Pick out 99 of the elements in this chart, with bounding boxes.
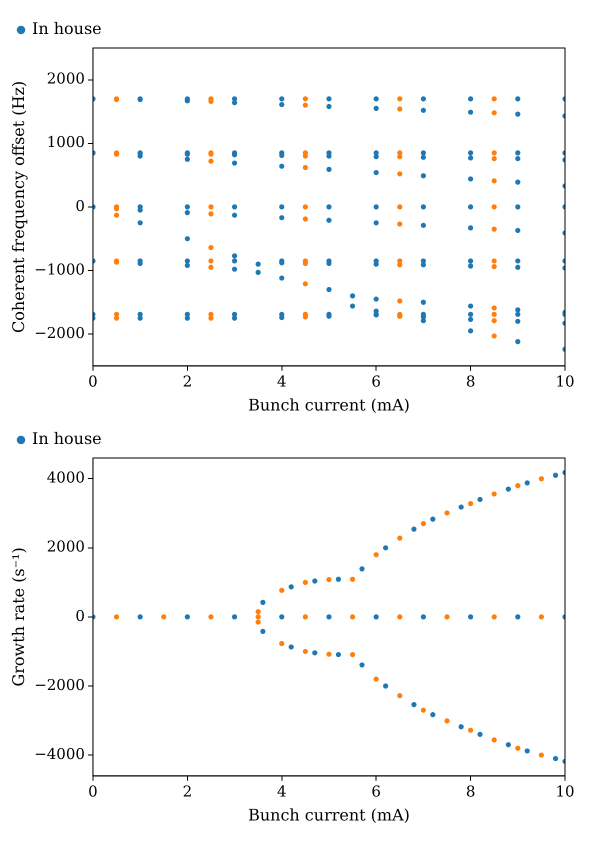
- point: [444, 510, 450, 516]
- x-tick-label: 8: [466, 782, 476, 801]
- point: [383, 545, 388, 550]
- x-axis-title: Bunch current (mA): [248, 396, 410, 415]
- x-tick-label: 10: [555, 782, 575, 801]
- x-tick-label: 4: [276, 372, 287, 391]
- point: [312, 578, 318, 584]
- x-tick-label: 8: [466, 372, 476, 391]
- point: [458, 724, 464, 730]
- point: [374, 676, 379, 682]
- point: [279, 588, 284, 593]
- point: [515, 483, 520, 488]
- point: [524, 480, 530, 486]
- point: [492, 614, 497, 620]
- x-tick-label: 2: [182, 782, 192, 801]
- point: [302, 614, 308, 620]
- point: [515, 746, 520, 751]
- point: [336, 652, 342, 658]
- x-tick-label: 2: [182, 372, 192, 391]
- point: [184, 614, 190, 620]
- y-tick-label: −2000: [34, 676, 85, 694]
- point: [350, 576, 356, 582]
- point: [302, 580, 308, 585]
- point: [477, 496, 483, 502]
- point: [420, 708, 426, 713]
- x-tick-label: 10: [555, 372, 575, 391]
- point: [477, 732, 483, 737]
- y-tick-label: 4000: [46, 468, 85, 487]
- point: [515, 614, 520, 620]
- point: [468, 728, 474, 733]
- point: [350, 652, 356, 658]
- point: [326, 614, 332, 620]
- point: [383, 683, 388, 689]
- y-tick-label: −2000: [34, 324, 85, 342]
- point: [288, 644, 294, 650]
- point: [336, 576, 342, 582]
- point: [260, 600, 266, 605]
- point: [411, 526, 417, 532]
- point: [492, 737, 497, 742]
- point: [468, 614, 474, 620]
- point: [326, 576, 332, 582]
- point: [524, 748, 530, 754]
- point: [444, 718, 450, 724]
- point: [538, 752, 544, 758]
- point: [312, 650, 318, 656]
- y-tick-label: 1000: [46, 133, 85, 152]
- point: [444, 614, 450, 620]
- point: [232, 614, 238, 620]
- point: [430, 516, 436, 522]
- x-tick-label: 0: [88, 372, 98, 391]
- point: [138, 614, 143, 620]
- point: [256, 619, 261, 625]
- legend-label: In house: [32, 429, 102, 448]
- x-tick-label: 4: [276, 782, 287, 801]
- point: [420, 521, 426, 526]
- point: [506, 742, 511, 748]
- point: [420, 614, 426, 620]
- point: [114, 614, 120, 620]
- legend-label: In house: [32, 19, 102, 38]
- point: [279, 614, 284, 620]
- point: [538, 614, 544, 620]
- point: [397, 536, 402, 541]
- point: [260, 628, 266, 634]
- point: [302, 648, 308, 654]
- point: [350, 614, 356, 620]
- point: [256, 614, 261, 620]
- point: [458, 504, 464, 510]
- point: [208, 614, 214, 620]
- y-axis-title: Coherent frequency offset (Hz): [8, 80, 28, 333]
- y-tick-label: 0: [75, 196, 85, 215]
- x-tick-label: 6: [371, 782, 381, 801]
- point: [161, 614, 166, 620]
- point: [374, 552, 379, 558]
- y-tick-label: 2000: [46, 70, 85, 88]
- y-tick-label: 2000: [46, 538, 85, 556]
- y-tick-label: −4000: [34, 744, 85, 763]
- point: [326, 652, 332, 657]
- point: [359, 662, 365, 668]
- x-axis-title: Bunch current (mA): [248, 806, 410, 825]
- y-tick-label: 0: [75, 606, 85, 625]
- point: [552, 756, 558, 762]
- point: [288, 584, 294, 590]
- point: [359, 566, 365, 572]
- y-tick-label: −1000: [34, 260, 85, 278]
- point: [430, 712, 436, 718]
- point: [411, 702, 417, 708]
- point: [506, 486, 511, 492]
- y-axis-title: Growth rate (s⁻¹): [8, 547, 28, 687]
- point: [468, 501, 474, 506]
- point: [538, 476, 544, 482]
- point: [279, 640, 284, 646]
- point: [374, 614, 379, 620]
- point: [552, 472, 558, 478]
- point: [397, 614, 402, 620]
- point: [397, 693, 402, 698]
- x-tick-label: 0: [88, 782, 98, 801]
- x-tick-label: 6: [371, 372, 381, 391]
- point: [492, 491, 497, 497]
- point: [256, 609, 261, 614]
